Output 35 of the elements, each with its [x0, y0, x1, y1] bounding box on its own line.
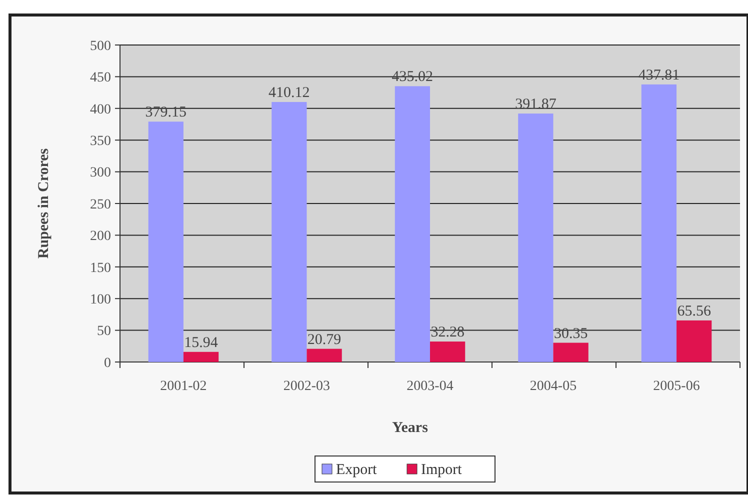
bar [676, 320, 712, 362]
data-label: 65.56 [677, 303, 712, 320]
bar [394, 86, 430, 362]
x-tick-label: 2002-03 [283, 379, 330, 394]
bar [148, 122, 184, 362]
y-tick-label: 100 [90, 292, 111, 308]
y-tick-label: 500 [90, 38, 111, 54]
y-tick-label: 150 [90, 260, 111, 276]
y-tick-label: 0 [104, 356, 111, 371]
bar [430, 342, 466, 362]
x-tick-label: 2003-04 [406, 379, 454, 394]
x-tick-label: 2001-02 [160, 379, 207, 394]
x-tick-label: 2004-05 [530, 379, 577, 394]
bar [641, 84, 677, 362]
y-tick-label: 250 [90, 197, 111, 212]
bar [183, 352, 219, 362]
x-tick-label: 2005-06 [653, 379, 700, 394]
bar [553, 342, 588, 362]
x-axis-title: Years [392, 420, 428, 436]
y-tick-label: 350 [90, 134, 111, 149]
y-tick-label: 450 [90, 70, 111, 86]
data-label: 20.79 [307, 332, 342, 348]
y-tick-label: 400 [90, 102, 111, 118]
y-tick-label: 200 [90, 229, 111, 244]
data-label: 379.15 [145, 104, 187, 121]
data-label: 15.94 [184, 334, 218, 351]
data-label: 410.12 [268, 84, 310, 101]
legend-label: Import [421, 462, 463, 478]
bar [306, 348, 342, 362]
bar [272, 102, 307, 362]
y-tick-label: 50 [97, 324, 111, 340]
legend-label: Export [336, 462, 378, 478]
y-axis-title: Rupees in Crores [36, 148, 52, 259]
y-tick-label: 300 [90, 166, 111, 181]
bar [518, 114, 554, 362]
